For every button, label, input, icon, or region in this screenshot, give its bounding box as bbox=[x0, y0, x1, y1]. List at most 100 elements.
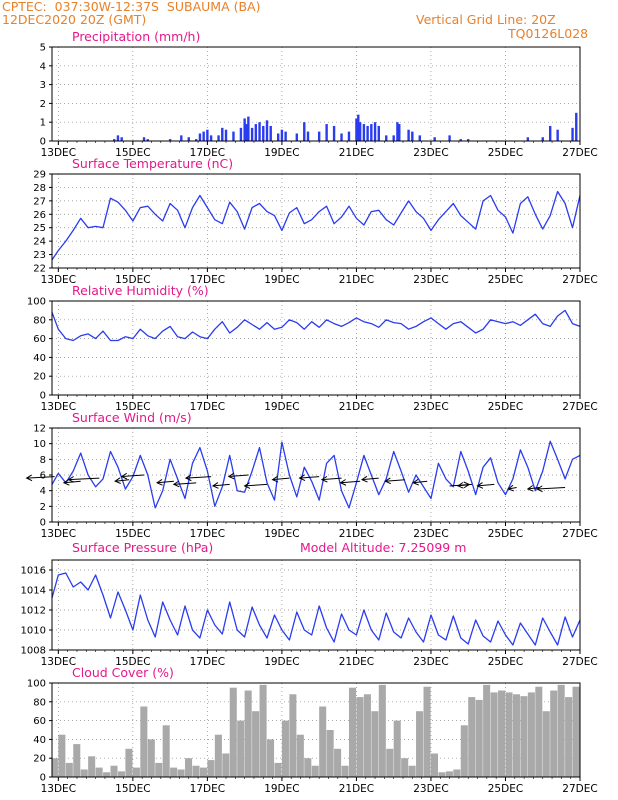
panel-frame bbox=[51, 682, 581, 778]
cloud-bar bbox=[88, 756, 96, 777]
precip-bar bbox=[459, 139, 462, 141]
cloud-bar bbox=[237, 720, 245, 777]
precip-bar bbox=[357, 114, 360, 141]
precip-bar bbox=[247, 116, 250, 141]
cloud-bar bbox=[498, 690, 506, 777]
cloud-bar bbox=[162, 725, 170, 777]
y-tick-label: 4 bbox=[40, 486, 46, 497]
precip-bar bbox=[295, 133, 299, 141]
panel-annotation: Model Altitude: 7.25099 m bbox=[300, 540, 466, 555]
x-tick-label: 19DEC bbox=[264, 656, 299, 668]
wind-vector bbox=[385, 479, 405, 482]
cloud-bar bbox=[244, 690, 252, 777]
precip-bar bbox=[202, 131, 205, 141]
y-tick-label: 12 bbox=[33, 424, 46, 435]
precip-bar bbox=[541, 137, 544, 141]
x-tick-label: 25DEC bbox=[488, 783, 523, 795]
y-tick-label: 20 bbox=[33, 754, 46, 765]
cloud-bar bbox=[527, 692, 535, 777]
cloud-bar bbox=[565, 697, 573, 777]
panel-title: Surface Pressure (hPa) bbox=[72, 540, 213, 555]
wind-vector bbox=[321, 477, 342, 481]
cloud-bar bbox=[58, 734, 66, 777]
cloud-bar bbox=[460, 725, 468, 777]
wind-vector-head bbox=[62, 479, 70, 486]
precip-bar bbox=[433, 137, 436, 141]
x-tick-label: 15DEC bbox=[115, 147, 150, 159]
precip-bar bbox=[332, 125, 336, 141]
x-tick-label: 13DEC bbox=[41, 656, 76, 668]
precip-bar bbox=[418, 135, 421, 141]
y-tick-label: 10 bbox=[33, 439, 46, 450]
precip-bar bbox=[398, 124, 401, 141]
precip-bar bbox=[209, 135, 213, 141]
precip-bar bbox=[221, 127, 224, 141]
panel-title: Cloud Cover (%) bbox=[72, 665, 174, 680]
cloud-bar bbox=[311, 765, 319, 777]
cloud-bar bbox=[363, 694, 371, 777]
wind-vector-head bbox=[339, 479, 347, 486]
wind-vector bbox=[477, 483, 495, 487]
x-tick-label: 25DEC bbox=[488, 274, 523, 286]
panel-frame bbox=[51, 300, 581, 396]
cloud-bar bbox=[520, 696, 528, 777]
x-tick-label: 23DEC bbox=[413, 783, 448, 795]
cloud-bar bbox=[274, 762, 282, 777]
series-line bbox=[51, 309, 581, 342]
precip-bar bbox=[306, 131, 310, 141]
precip-bar bbox=[284, 131, 287, 141]
cloud-bar bbox=[199, 767, 207, 777]
precip-bar bbox=[571, 127, 574, 141]
header-grid-note: Vertical Grid Line: 20Z bbox=[416, 12, 556, 27]
series-line bbox=[51, 572, 581, 646]
cloud-bar bbox=[259, 684, 267, 777]
precip-bar bbox=[556, 129, 559, 141]
x-tick-label: 13DEC bbox=[41, 528, 76, 540]
x-tick-label: 17DEC bbox=[190, 274, 225, 286]
wind-vector-head bbox=[412, 478, 419, 486]
x-tick-label: 27DEC bbox=[562, 147, 597, 159]
y-tick-label: 6 bbox=[40, 471, 46, 482]
precip-bar bbox=[317, 131, 321, 141]
y-tick-label: 1 bbox=[40, 118, 46, 129]
cloud-bar bbox=[334, 748, 342, 777]
panel-4: Surface Wind (m/s) 0 2 4 6 8 10 12 13DEC 15DEC 17D… bbox=[25, 410, 598, 540]
wind-vector bbox=[68, 477, 100, 481]
precip-bar bbox=[377, 125, 380, 141]
precip-bar bbox=[146, 139, 149, 141]
cloud-bar bbox=[65, 762, 73, 777]
wind-vector-head bbox=[384, 477, 391, 485]
panel-1: Precipitation (mm/h) 0 1 2 3 4 5 13DEC 15DEC 17DE… bbox=[40, 29, 598, 159]
wind-vector bbox=[115, 479, 130, 482]
cloud-bar bbox=[177, 769, 185, 777]
wind-vector-head bbox=[227, 472, 235, 480]
y-tick-label: 80 bbox=[33, 697, 46, 708]
precip-bar bbox=[355, 118, 358, 141]
x-tick-label: 25DEC bbox=[488, 401, 523, 413]
wind-vector-head bbox=[211, 482, 219, 489]
precip-bar bbox=[411, 131, 414, 141]
precip-bar bbox=[262, 125, 265, 141]
precip-bar bbox=[467, 139, 470, 141]
wind-vector-head bbox=[360, 475, 368, 483]
cloud-bar bbox=[73, 744, 81, 777]
cloud-bar bbox=[386, 748, 394, 777]
cloud-bar bbox=[326, 730, 334, 777]
cloud-bar bbox=[80, 769, 88, 777]
wind-vector bbox=[185, 476, 212, 479]
y-tick-label: 8 bbox=[40, 455, 46, 466]
cloud-bar bbox=[207, 760, 215, 777]
y-tick-label: 2 bbox=[40, 502, 46, 513]
precip-bar bbox=[217, 135, 220, 141]
panel-frame bbox=[51, 173, 581, 269]
panel-title: Surface Temperature (nC) bbox=[72, 156, 233, 171]
precip-bar bbox=[195, 139, 198, 141]
y-tick-label: 1014 bbox=[21, 586, 46, 597]
wind-vector-head bbox=[456, 482, 464, 489]
wind-vector-head bbox=[507, 484, 515, 492]
wind-vector bbox=[157, 480, 174, 484]
y-tick-label: 80 bbox=[33, 315, 46, 326]
y-tick-label: 100 bbox=[27, 297, 46, 308]
x-tick-label: 13DEC bbox=[41, 147, 76, 159]
wind-vector bbox=[299, 476, 320, 479]
